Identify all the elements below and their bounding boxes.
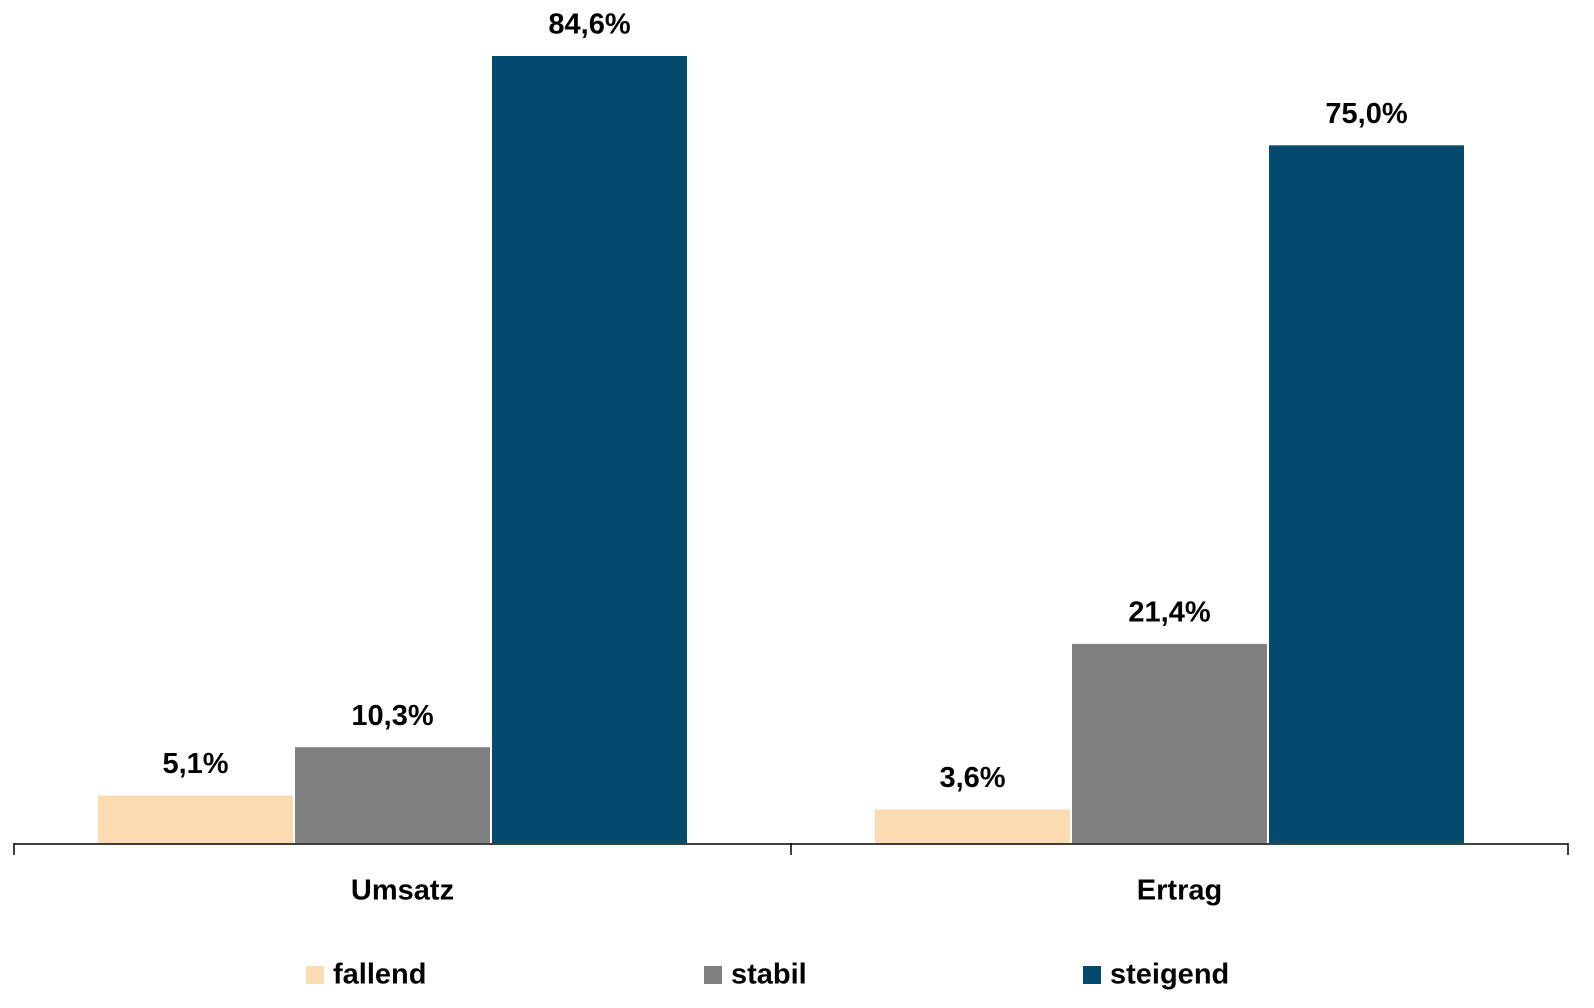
legend-label: fallend [333,959,426,991]
data-label: 75,0% [1325,98,1407,130]
legend-swatch [704,966,722,984]
bar [492,56,687,843]
x-tick-label: Umsatz [351,875,454,907]
legend-swatch [1083,966,1101,984]
legend-label: stabil [731,959,807,991]
data-label: 21,4% [1128,597,1210,629]
data-label: 5,1% [162,748,228,780]
legend-label: steigend [1110,959,1229,991]
data-label: 3,6% [939,762,1005,794]
legend-swatch [306,966,324,984]
data-label: 10,3% [351,700,433,732]
data-label: 84,6% [548,9,630,41]
bar [98,795,293,843]
bar [875,809,1070,843]
bar [1269,145,1464,844]
x-tick-label: Ertrag [1137,875,1222,907]
bar [1072,643,1267,843]
bar [295,747,490,843]
